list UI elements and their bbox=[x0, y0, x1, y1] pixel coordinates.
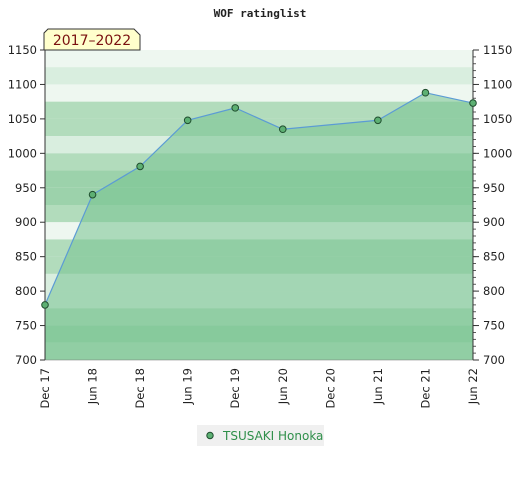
y-tick-label-left: 750 bbox=[15, 319, 37, 333]
legend: TSUSAKI Honoka bbox=[197, 425, 324, 446]
data-point bbox=[421, 88, 430, 97]
legend-label: TSUSAKI Honoka bbox=[222, 429, 323, 443]
x-tick-label: Dec 18 bbox=[133, 368, 147, 409]
x-tick-label: Jun 21 bbox=[371, 368, 385, 405]
y-tick-label-right: 800 bbox=[483, 284, 505, 298]
y-tick-label-left: 1000 bbox=[8, 146, 37, 160]
x-tick-label: Dec 19 bbox=[228, 368, 242, 409]
y-tick-label-right: 950 bbox=[483, 181, 505, 195]
y-tick-label-right: 1050 bbox=[483, 112, 512, 126]
data-point bbox=[278, 125, 287, 134]
data-point bbox=[41, 301, 49, 309]
data-point bbox=[469, 99, 477, 107]
data-point bbox=[374, 116, 382, 125]
y-tick-label-left: 850 bbox=[15, 250, 37, 264]
data-point bbox=[88, 190, 97, 199]
x-tick-label: Jun 18 bbox=[86, 368, 100, 405]
x-tick-label: Jun 20 bbox=[276, 368, 290, 405]
points-layer bbox=[41, 88, 477, 309]
chart-title: WOF ratinglist bbox=[214, 7, 307, 20]
legend-marker bbox=[206, 431, 214, 440]
x-tick-label: Jun 22 bbox=[466, 368, 480, 405]
x-tick-label: Dec 20 bbox=[323, 368, 337, 409]
y-tick-label-right: 700 bbox=[483, 353, 505, 367]
data-point bbox=[231, 104, 240, 112]
y-tick-label-left: 700 bbox=[15, 353, 37, 367]
axes: 700 700 750 750 800 800 850 850 900 900 950 950 1000… bbox=[8, 43, 513, 409]
data-point bbox=[136, 162, 144, 171]
period-badge-text: 2017–2022 bbox=[53, 33, 131, 49]
y-tick-label-right: 1150 bbox=[483, 43, 512, 57]
y-tick-label-right: 900 bbox=[483, 215, 505, 229]
y-tick-label-left: 800 bbox=[15, 284, 37, 298]
grid-band bbox=[45, 67, 473, 85]
y-tick-label-left: 1050 bbox=[8, 112, 37, 126]
y-tick-label-right: 1100 bbox=[483, 77, 512, 91]
period-badge-box bbox=[43, 28, 141, 51]
period-badge: 2017–2022 bbox=[43, 28, 141, 51]
y-tick-label-left: 1150 bbox=[8, 43, 37, 57]
x-tick-label: Jun 19 bbox=[181, 368, 195, 405]
y-tick-label-right: 850 bbox=[483, 250, 505, 264]
legend-box bbox=[197, 425, 324, 446]
y-tick-label-left: 950 bbox=[15, 181, 37, 195]
x-tick-label: Dec 21 bbox=[418, 368, 432, 409]
x-tick-label: Dec 17 bbox=[38, 368, 52, 409]
series-area bbox=[45, 92, 473, 360]
grid-band bbox=[45, 84, 473, 102]
y-tick-label-left: 900 bbox=[15, 215, 37, 229]
y-tick-label-right: 750 bbox=[483, 319, 505, 333]
grid-band bbox=[45, 101, 473, 119]
grid-band bbox=[45, 50, 473, 68]
data-point bbox=[183, 116, 192, 125]
y-tick-label-right: 1000 bbox=[483, 146, 512, 160]
y-tick-label-left: 1100 bbox=[8, 77, 37, 91]
